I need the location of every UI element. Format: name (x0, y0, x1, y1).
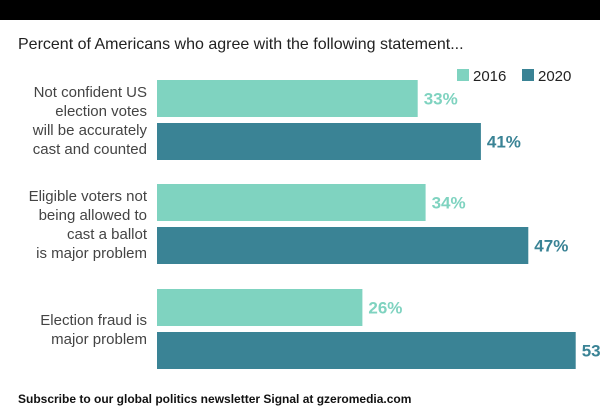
legend-label-2016: 2016 (473, 68, 506, 85)
legend-swatch-2020 (522, 69, 534, 81)
value-label-2016-0: 33% (424, 90, 458, 109)
bar-2020-0 (157, 123, 481, 160)
category-label: Not confident US election votes will be ac… (32, 84, 148, 158)
category-label-line: election votes (55, 103, 147, 120)
category-label: Eligible voters not being allowed to cast … (29, 188, 148, 262)
bar-2016-0 (157, 80, 418, 117)
value-label-2016-2: 26% (368, 299, 402, 318)
category-label-line: will be accurately (32, 122, 148, 139)
value-label-2020-1: 47% (534, 237, 568, 256)
category-label-line: cast and counted (33, 141, 147, 158)
legend-label-2020: 2020 (538, 68, 571, 85)
legend-swatch-2016 (457, 69, 469, 81)
category-label-line: Not confident US (34, 84, 147, 101)
bar-2020-1 (157, 227, 529, 264)
bar-2016-2 (157, 289, 363, 326)
category-label: Election fraud is major problem (40, 312, 147, 348)
value-label-2020-0: 41% (487, 133, 521, 152)
footer-note: Subscribe to our global politics newslet… (18, 392, 412, 406)
value-label-2016-1: 34% (432, 194, 466, 213)
value-label-2020-2: 53% (582, 342, 600, 361)
category-label-line: is major problem (36, 245, 147, 262)
legend: 2016 2020 (457, 68, 571, 85)
category-label-line: Election fraud is (40, 312, 147, 329)
bar-2016-1 (157, 184, 426, 221)
category-label-line: cast a ballot (67, 226, 148, 243)
bar-2020-2 (157, 332, 576, 369)
category-label-line: Eligible voters not (29, 188, 148, 205)
title-bar (0, 0, 600, 20)
category-label-line: major problem (51, 331, 147, 348)
category-label-line: being allowed to (39, 207, 147, 224)
chart-subtitle: Percent of Americans who agree with the … (18, 36, 464, 53)
